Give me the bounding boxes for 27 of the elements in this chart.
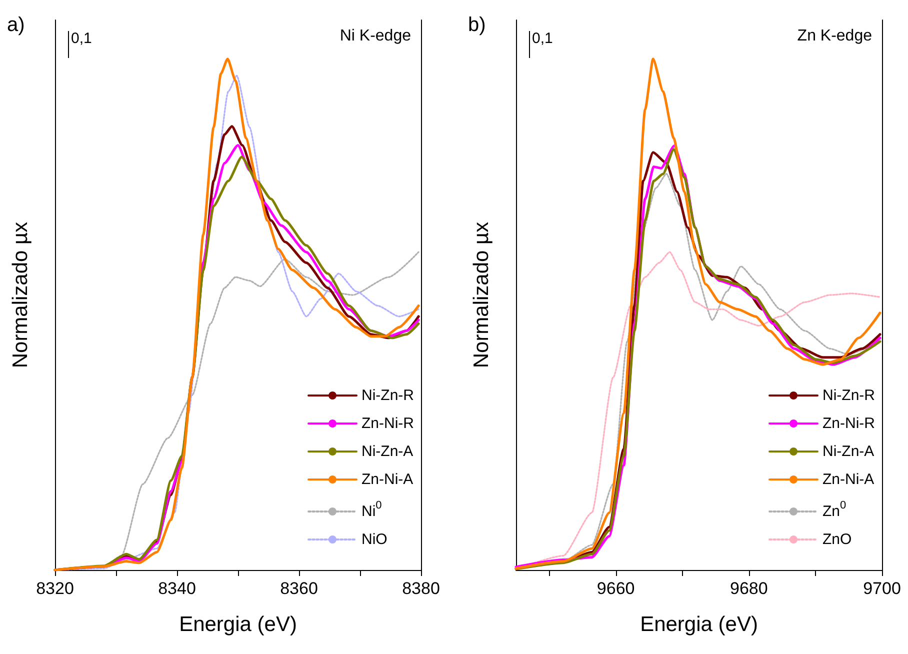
legend-label: Ni-Zn-R xyxy=(822,387,876,404)
x-tick-label: 9680 xyxy=(730,579,768,598)
legend-label: Ni-Zn-A xyxy=(822,443,874,460)
text: Ni K-edge xyxy=(340,28,412,44)
text: b) xyxy=(468,14,486,36)
legend-label: Zn-Ni-R xyxy=(822,415,876,432)
legend-label: Zn-Ni-R xyxy=(362,415,414,432)
x-tick-label: 8360 xyxy=(280,579,318,598)
legend-label: NiO xyxy=(362,531,388,548)
x-tick-label: 9700 xyxy=(863,579,901,598)
legend-label: Ni-Zn-R xyxy=(362,387,414,404)
legend-label: Ni-Zn-A xyxy=(362,443,414,460)
text: Zn K-edge xyxy=(797,28,872,44)
text: 0,1 xyxy=(71,30,92,47)
x-tick-label: 9660 xyxy=(596,579,635,598)
legend-label: Zn-Ni-A xyxy=(822,471,874,488)
x-axis-title: Energia (eV) xyxy=(640,613,758,636)
text: 0,1 xyxy=(532,30,553,47)
x-axis-title: Energia (eV) xyxy=(179,613,297,636)
x-tick-label: 8340 xyxy=(158,579,196,598)
text: a) xyxy=(7,14,25,36)
x-tick-label: 8380 xyxy=(402,579,440,598)
y-axis-title: Normalizado µx xyxy=(9,221,32,368)
y-axis-title: Normalizado µx xyxy=(470,221,493,368)
x-tick-label: 8320 xyxy=(36,579,74,598)
legend-label: Zn-Ni-A xyxy=(362,471,414,488)
legend-label: ZnO xyxy=(822,531,852,548)
